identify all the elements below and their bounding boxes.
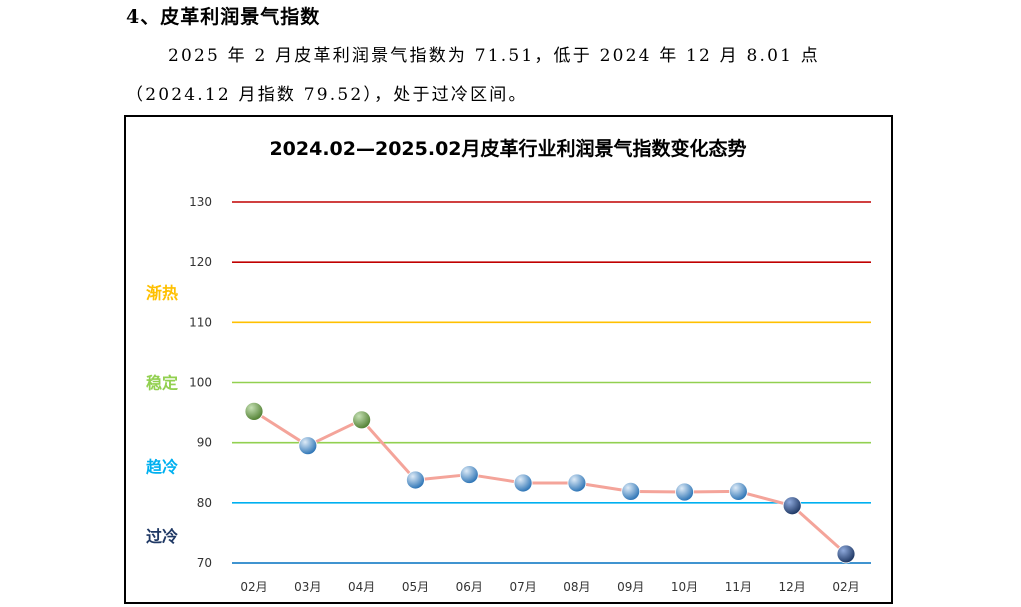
data-point (298, 436, 318, 456)
section-heading: 4、皮革利润景气指数 (126, 6, 321, 28)
data-point (352, 410, 372, 430)
data-point (728, 482, 748, 501)
x-tick-label: 12月 (779, 580, 806, 594)
x-tick-label: 08月 (563, 580, 590, 594)
y-tick-label: 120 (189, 255, 212, 269)
data-point (406, 470, 425, 490)
data-point (513, 473, 533, 493)
data-point (675, 482, 694, 502)
chart-frame: 2024.02—2025.02月皮革行业利润景气指数变化态势 70 80 90 100… (124, 115, 893, 604)
x-tick-label: 07月 (509, 580, 536, 594)
paragraph-line-2: （2024.12 月指数 79.52），处于过冷区间。 (126, 85, 528, 105)
x-tick-label: 05月 (402, 580, 429, 594)
x-tick-label: 04月 (348, 580, 375, 594)
zone-label: 渐热 (146, 283, 178, 302)
chart-title: 2024.02—2025.02月皮革行业利润景气指数变化态势 (269, 137, 746, 160)
x-tick-label: 06月 (456, 580, 483, 594)
x-tick-label: 02月 (832, 580, 859, 594)
line-chart: 2024.02—2025.02月皮革行业利润景气指数变化态势 70 80 90 100… (146, 137, 871, 594)
x-tick-label: 11月 (725, 580, 752, 594)
zone-label: 稳定 (146, 374, 178, 393)
series-line (253, 410, 848, 556)
data-point (567, 473, 587, 493)
y-tick-label: 130 (189, 195, 212, 209)
y-tick-label: 90 (197, 436, 212, 450)
x-tick-label: 10月 (671, 580, 698, 594)
data-point (836, 544, 856, 564)
zone-label: 趋冷 (146, 458, 178, 477)
data-point (244, 401, 264, 421)
data-point (459, 465, 479, 484)
paragraph-line-1: 2025 年 2 月皮革利润景气指数为 71.51，低于 2024 年 12 月… (168, 46, 820, 66)
data-point (621, 482, 641, 501)
zone-label: 过冷 (146, 527, 178, 546)
y-tick-label: 110 (189, 315, 212, 329)
y-tick-label: 100 (189, 376, 212, 390)
data-point (782, 496, 802, 516)
y-tick-label: 70 (197, 556, 212, 570)
x-tick-label: 03月 (294, 580, 321, 594)
x-tick-label: 02月 (240, 580, 267, 594)
x-tick-label: 09月 (617, 580, 644, 594)
y-tick-label: 80 (197, 496, 212, 510)
